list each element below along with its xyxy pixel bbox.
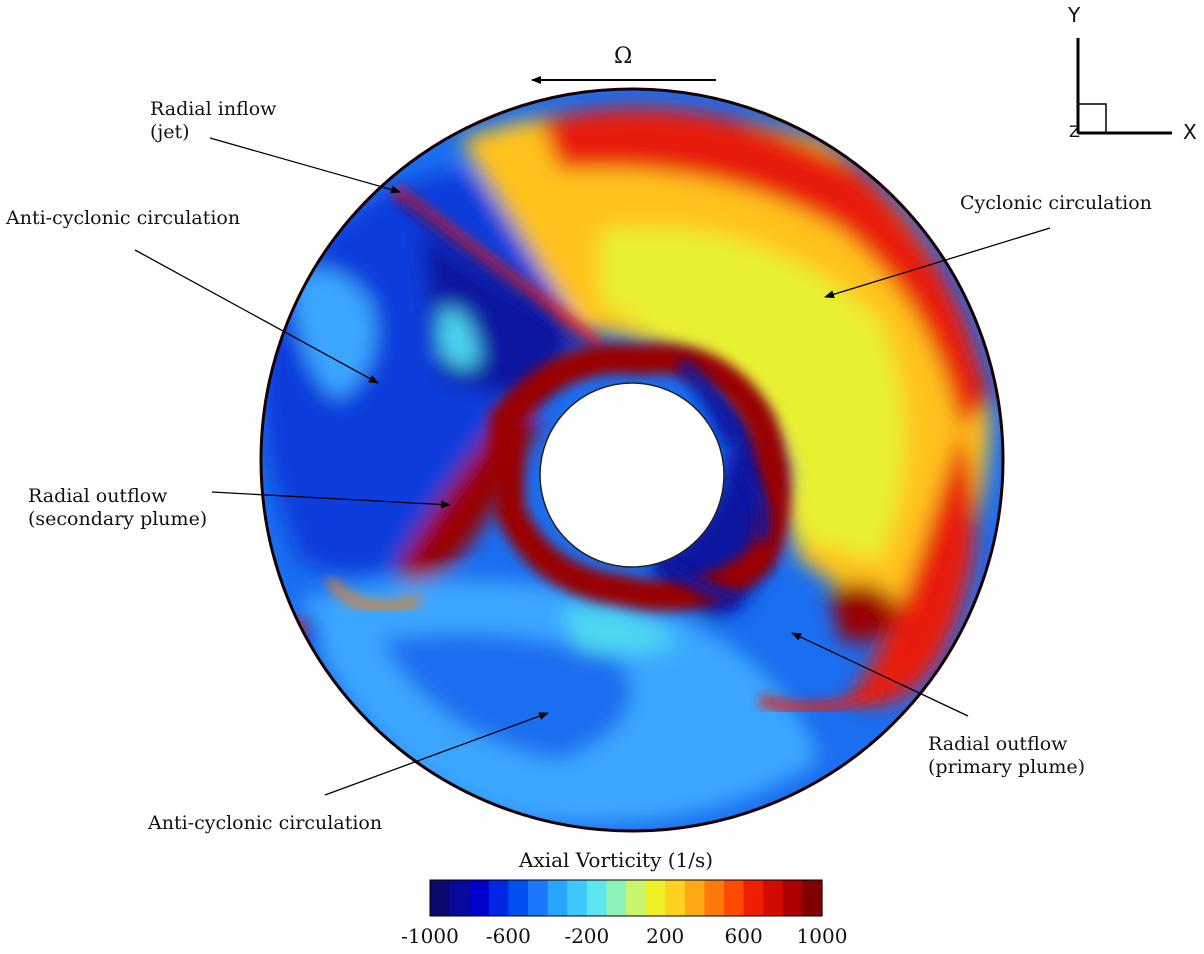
label-anti-cyclonic-upper: Anti-cyclonic circulation: [6, 207, 241, 229]
region-blue-south: [380, 633, 632, 760]
label-radial-outflow-secondary-line2: (secondary plume): [28, 508, 208, 530]
colorbar-tick-label: -200: [564, 924, 610, 948]
colorbar-title: Axial Vorticity (1/s): [519, 848, 714, 872]
colorbar-swatch: [488, 880, 509, 916]
label-radial-inflow: Radial inflow (jet): [150, 98, 276, 144]
hub-blue-patches: [655, 359, 770, 607]
colorbar-swatch: [684, 880, 705, 916]
colorbar-tick-label: 600: [724, 924, 763, 948]
hub: [539, 382, 725, 568]
colorbar-tick-label: -1000: [401, 924, 459, 948]
colorbar-swatch: [665, 880, 686, 916]
label-anti-cyclonic-lower: Anti-cyclonic circulation: [148, 812, 383, 834]
crescent-plume: [326, 577, 422, 611]
colorbar-swatch: [626, 880, 647, 916]
arrow-radial-outflow-secondary: [211, 491, 451, 509]
label-radial-outflow-secondary-line1: Radial outflow: [28, 485, 168, 507]
colorbar-swatch: [763, 880, 784, 916]
arrow-cyclonic: [824, 227, 1051, 299]
colorbar-swatch: [586, 880, 607, 916]
colorbar-swatch: [528, 880, 549, 916]
label-cyclonic: Cyclonic circulation: [960, 192, 1152, 214]
colorbar-swatch: [430, 880, 451, 916]
label-radial-outflow-primary: Radial outflow (primary plume): [928, 733, 1085, 779]
colorbar-tick-label: 1000: [796, 924, 848, 948]
colorbar-swatch: [802, 880, 823, 916]
colorbar-swatch: [508, 880, 529, 916]
label-radial-inflow-line1: Radial inflow: [150, 98, 277, 120]
arrow-anti-cyclonic-upper: [134, 249, 379, 384]
colorbar: [429, 879, 823, 917]
region-light-blue-west: [290, 268, 376, 400]
colorbar-frame: [429, 879, 823, 917]
colorbar-swatch: [724, 880, 745, 916]
colorbar-swatch: [606, 880, 627, 916]
label-radial-outflow-primary-line2: (primary plume): [928, 756, 1086, 778]
label-radial-outflow-secondary: Radial outflow (secondary plume): [28, 485, 207, 531]
colorbar-tick-label: -600: [485, 924, 531, 948]
colorbar-swatch: [782, 880, 803, 916]
colorbar-swatch: [469, 880, 490, 916]
colorbar-swatch: [547, 880, 568, 916]
arrow-radial-inflow: [209, 137, 401, 194]
region-cyan-south: [560, 608, 680, 654]
arrow-anti-cyclonic-lower: [324, 712, 549, 796]
colorbar-swatch: [645, 880, 666, 916]
colorbar-tick-label: 200: [646, 924, 685, 948]
colorbar-swatch: [704, 880, 725, 916]
annotation-arrows: [134, 137, 1051, 796]
axis-z-label: Z: [1069, 122, 1080, 141]
label-radial-outflow-primary-line1: Radial outflow: [928, 733, 1068, 755]
annulus-field: [260, 88, 1004, 832]
jet-shear-line: [391, 186, 604, 349]
axis-x-label: X: [1183, 120, 1197, 144]
region-cyan-west: [440, 308, 480, 368]
region-red-rim-north: [540, 107, 990, 430]
axes-triad: [1076, 38, 1172, 135]
arrow-radial-outflow-primary: [791, 632, 969, 717]
hub-red-ring: [489, 343, 790, 611]
jet-shear-line-dark: [398, 197, 592, 353]
southeast-red-band: [758, 685, 883, 713]
region-dark-red-southeast: [830, 583, 900, 642]
region-red-rim-east: [850, 430, 976, 705]
triad-box: [1077, 103, 1107, 134]
outer-rim: [259, 87, 1005, 833]
colorbar-swatch: [743, 880, 764, 916]
colorbar-swatch: [567, 880, 588, 916]
rotation-label: Ω: [614, 44, 633, 69]
label-radial-inflow-line2: (jet): [150, 121, 190, 143]
colorbar-swatch: [449, 880, 470, 916]
axis-y-label: Y: [1068, 3, 1081, 27]
